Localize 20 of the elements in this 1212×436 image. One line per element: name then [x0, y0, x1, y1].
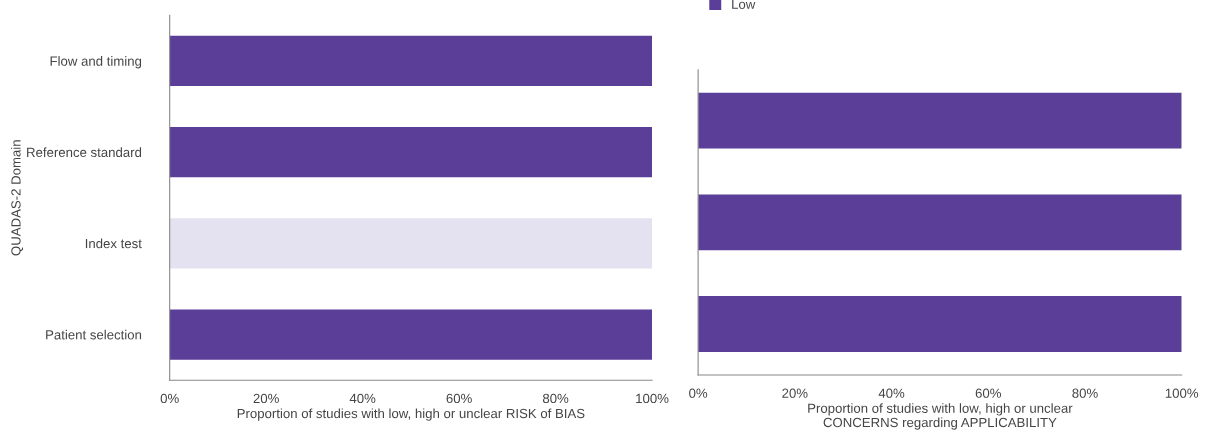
- x-tick-label: 100%: [636, 393, 669, 404]
- x-tick-label: 80%: [1072, 388, 1098, 398]
- x-tick-label: 100%: [1165, 388, 1199, 398]
- x-tick-label: 20%: [782, 388, 808, 398]
- x-tick-label: 60%: [975, 388, 1001, 398]
- x-tick-label: 0%: [160, 393, 179, 404]
- y-tick-label: Patient selection: [46, 329, 142, 340]
- x-tick-label: 60%: [446, 393, 472, 404]
- x-tick-label: 20%: [253, 393, 279, 404]
- y-tick-label: Index test: [85, 238, 142, 249]
- legend-label: Low: [732, 0, 756, 9]
- x-tick-label: 80%: [542, 393, 569, 404]
- x-tick-label: 0%: [689, 388, 708, 398]
- x-tick-label: 40%: [349, 393, 376, 404]
- y-tick-label: Reference standard: [27, 147, 142, 158]
- x-axis-title: Proportion of studies with low, high or unclear RISK of BIAS: [237, 408, 585, 421]
- x-tick-label: 40%: [878, 388, 905, 398]
- x-axis-title: Proportion of studies with low, high or unclear CONCERNS regarding APPLICABILITY: [808, 403, 1073, 430]
- y-tick-label: Flow and timing: [50, 56, 142, 69]
- y-axis-title: QUADAS-2 Domain: [10, 140, 23, 256]
